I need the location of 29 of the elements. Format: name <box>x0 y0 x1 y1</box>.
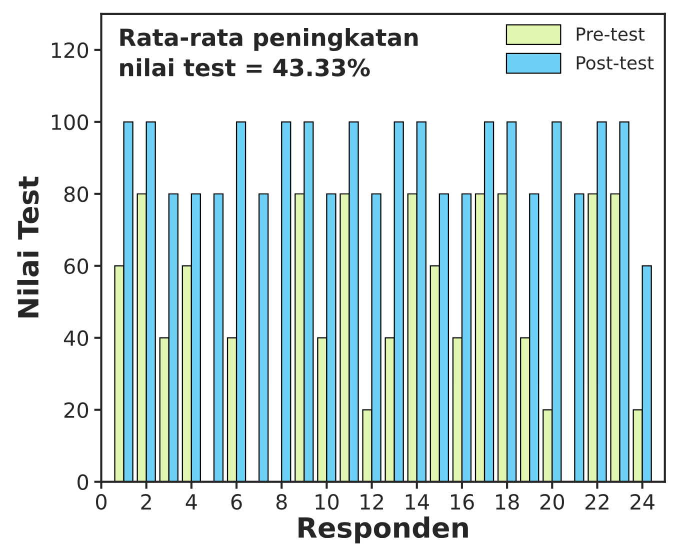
y-tick-label: 60 <box>64 258 88 274</box>
bar <box>213 193 224 482</box>
y-tick-label: 40 <box>64 330 88 346</box>
bar <box>258 193 269 482</box>
x-tick-label: 14 <box>406 494 429 510</box>
y-tick-label: 80 <box>64 186 88 202</box>
legend-label: Post-test <box>576 56 654 70</box>
y-axis-title: Nilai Test <box>17 176 39 318</box>
y-tick-label: 20 <box>64 402 88 418</box>
x-tick-label: 20 <box>540 494 564 510</box>
x-tick-label: 22 <box>586 494 608 510</box>
bar <box>281 121 292 482</box>
x-tick-label: 24 <box>630 494 654 510</box>
x-tick-label: 18 <box>496 494 519 510</box>
legend-label: Pre-test <box>576 27 645 41</box>
y-tick-label: 100 <box>52 114 88 130</box>
x-tick-label: 2 <box>141 494 151 510</box>
x-tick-label: 12 <box>360 494 383 510</box>
annotation: Rata-rata peningkatan nilai test = 43.33% <box>120 28 418 76</box>
x-tick-label: 4 <box>186 494 197 510</box>
x-tick-label: 16 <box>451 494 474 510</box>
y-tick-label: 0 <box>78 474 88 490</box>
x-tick-label: 8 <box>276 494 287 510</box>
bar <box>574 193 584 482</box>
x-tick-label: 0 <box>96 494 106 510</box>
x-tick-label: 6 <box>231 494 242 510</box>
x-tick-label: 10 <box>316 494 339 510</box>
y-tick-label: 120 <box>52 42 88 58</box>
x-axis-title: Responden <box>298 516 468 544</box>
